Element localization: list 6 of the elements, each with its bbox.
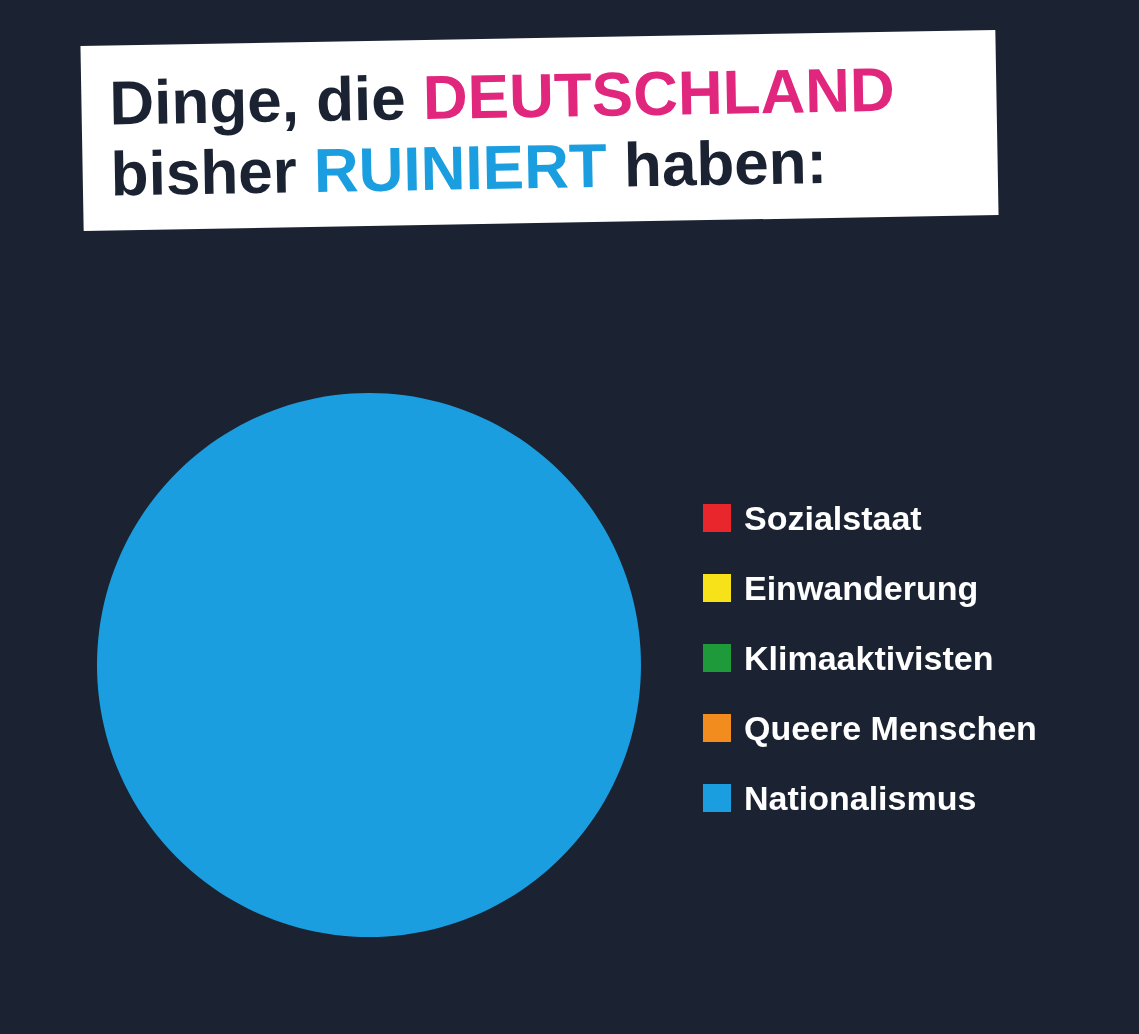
legend-label: Sozialstaat <box>744 499 922 537</box>
chart-title: Dinge, die DEUTSCHLAND bisher RUINIERT haben: <box>108 54 896 209</box>
legend-label: Einwanderung <box>744 569 979 607</box>
legend-label: Queere Menschen <box>744 709 1037 747</box>
legend-label: Nationalismus <box>744 779 977 817</box>
legend-label: Klimaaktivisten <box>744 639 994 677</box>
